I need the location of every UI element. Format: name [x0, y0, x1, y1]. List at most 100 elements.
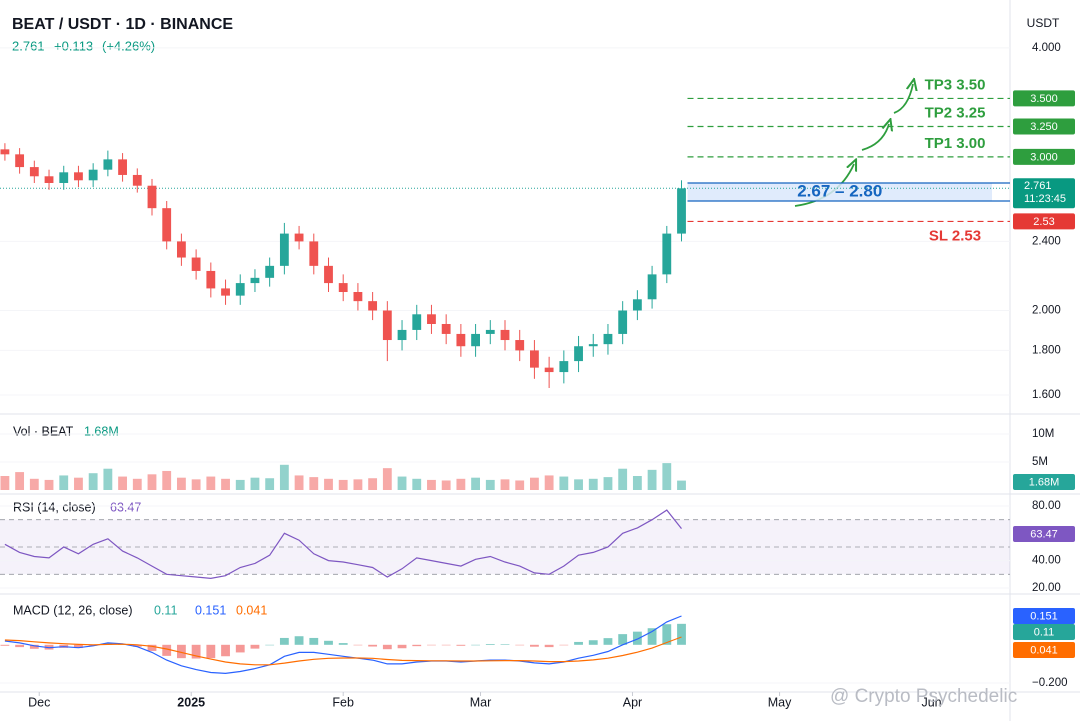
watermark: @ Crypto Psychedelic: [830, 686, 1017, 707]
volume-bar: [176, 477, 186, 490]
volume-bar: [15, 472, 25, 490]
volume-bar: [29, 478, 39, 490]
macd-histogram-bar: [647, 628, 657, 645]
volume-bar: [647, 469, 657, 490]
volume-bar: [162, 470, 172, 490]
macd-histogram-bar: [530, 644, 539, 647]
macd-histogram-bar: [176, 644, 186, 659]
y-tick-label: −0.200: [1032, 677, 1068, 689]
candle-body: [59, 172, 69, 183]
candle-body: [324, 265, 333, 284]
level-badge-bg: [1013, 148, 1075, 165]
level-badge-bg: [1013, 90, 1075, 107]
rsi-legend-value: 63.47: [110, 500, 141, 514]
candle-body: [515, 340, 525, 351]
macd-title: MACD (12, 26, close): [13, 603, 132, 617]
volume-bar: [324, 478, 333, 490]
arrow: [893, 84, 913, 114]
macd-histogram-bar: [74, 644, 83, 649]
macd-histogram-bar: [221, 644, 230, 657]
price-change-pct: (+4.26%): [102, 38, 155, 53]
candle-body: [309, 241, 319, 266]
candle-body: [632, 299, 642, 311]
level-label: SL 2.53: [929, 227, 981, 244]
y-tick-label: 40.00: [1032, 555, 1061, 567]
candle-body: [588, 344, 598, 347]
macd-histogram-bar: [471, 644, 480, 646]
macd-histogram-bar: [544, 644, 554, 648]
macd-histogram-bar: [382, 644, 392, 650]
volume-bar: [471, 477, 480, 490]
y-tick-label: 1.800: [1032, 344, 1061, 356]
candle-body: [162, 208, 172, 242]
candle-body: [294, 233, 304, 242]
x-tick-label: 2025: [177, 695, 205, 709]
macd-line-legend: 0.151: [195, 603, 226, 617]
volume-badge-bg: [1013, 474, 1075, 490]
candle-body: [15, 154, 25, 168]
macd-histogram-bar: [603, 638, 613, 645]
x-tick-label: Feb: [332, 695, 354, 709]
arrow: [861, 124, 889, 151]
x-tick-label: Jun: [921, 695, 941, 709]
level-badge: 3.500: [1030, 93, 1058, 105]
volume-bar: [603, 477, 613, 490]
candle-body: [603, 333, 613, 345]
volume-bar: [265, 478, 275, 490]
level-badge: 2.53: [1033, 216, 1054, 228]
volume-bar: [0, 476, 10, 490]
macd-histogram-bar: [132, 644, 142, 647]
volume-bar: [441, 480, 451, 490]
volume-bar: [427, 479, 436, 490]
volume-bar: [618, 468, 628, 490]
candle-body: [456, 333, 466, 347]
volume-bar: [338, 479, 348, 490]
candle-body: [338, 283, 348, 293]
volume-bar: [515, 480, 525, 490]
rsi-line: [4, 509, 682, 580]
axis-unit: USDT: [1027, 16, 1060, 30]
candle-body: [500, 329, 510, 341]
volume-bar: [588, 478, 598, 490]
candle-body: [427, 314, 436, 324]
macd-badge: 0.151: [1030, 610, 1058, 622]
y-tick-label: 1.600: [1032, 389, 1061, 401]
macd-histogram-bar: [618, 634, 628, 645]
level-badge-bg: [1013, 118, 1075, 135]
y-tick-label: 2.000: [1032, 305, 1061, 317]
candle-body: [279, 233, 289, 266]
candle-body: [353, 292, 363, 302]
last-price: 2.761: [12, 38, 45, 53]
volume-bar: [412, 478, 422, 490]
candle-body: [235, 283, 245, 296]
macd-histogram-bar: [29, 644, 39, 649]
macd-histogram-bar: [515, 644, 525, 646]
candle-body: [265, 265, 275, 278]
candle-body: [88, 169, 98, 181]
macd-histogram-bar: [441, 644, 451, 646]
chart-title: BEAT / USDT · 1D · BINANCE: [12, 16, 233, 33]
rsi-title: RSI (14, close): [13, 500, 96, 514]
x-tick-label: Dec: [28, 695, 50, 709]
macd-histogram-bar: [206, 644, 216, 659]
candle-body: [574, 346, 583, 362]
zone-label: 2.67 – 2.80: [797, 181, 882, 200]
macd-histogram-bar: [250, 644, 260, 649]
candle-body: [412, 314, 422, 330]
candle-body: [618, 310, 628, 334]
candle-body: [176, 241, 186, 258]
candle-body: [441, 323, 451, 334]
macd-line: [4, 615, 682, 675]
y-tick-label: 20.00: [1032, 582, 1061, 594]
macd-histogram-bar: [485, 644, 495, 645]
macd-signal-legend: 0.041: [236, 603, 267, 617]
y-tick-label: 2.400: [1032, 235, 1061, 247]
macd-histogram-bar: [265, 644, 275, 646]
candle-body: [662, 233, 672, 275]
macd-histogram-bar: [662, 624, 672, 645]
macd-histogram-bar: [294, 636, 304, 645]
candle-body: [118, 159, 127, 175]
level-label: TP3 3.50: [925, 76, 986, 93]
signal-badge: 0.041: [1030, 644, 1058, 656]
